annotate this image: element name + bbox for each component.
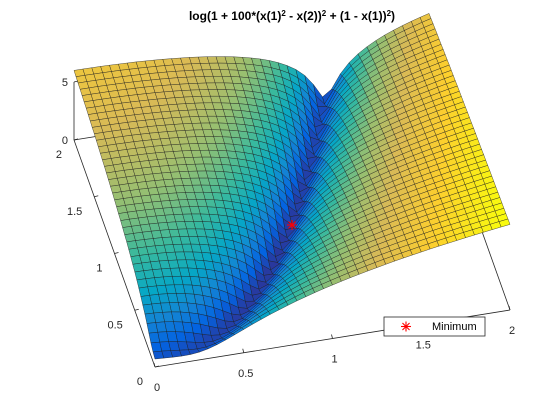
x2-tick-label: 2	[56, 149, 62, 161]
title-part-d: )	[391, 9, 395, 23]
x2-tick-mark	[114, 252, 119, 254]
asterisk-stroke	[402, 322, 410, 331]
x1-tick-label: 0.5	[238, 368, 253, 380]
z-tick-mark	[73, 138, 79, 141]
surface-patch	[498, 218, 511, 228]
legend-asterisk	[401, 321, 411, 332]
title-part-c: + (1 - x(1))	[326, 9, 386, 23]
legend: Minimum	[383, 316, 486, 337]
legend-asterisk-icon	[401, 321, 411, 332]
legend-entry-minimum: Minimum	[432, 321, 477, 333]
x1-tick-label: 1.5	[416, 339, 431, 351]
x1-tick-label: 1	[331, 354, 337, 366]
x2-tick-mark	[134, 308, 139, 311]
x1-tick-mark	[331, 334, 333, 339]
title-sup-3: 2	[387, 9, 392, 18]
x1-tick-mark	[153, 362, 156, 368]
x2-tick-label: 0.5	[107, 319, 122, 331]
x2-tick-mark	[94, 195, 99, 198]
chart-title: log(1 + 100*(x(1)2 - x(2))2 + (1 - x(1))…	[189, 9, 395, 24]
title-part-a: log(1 + 100*(x(1)	[189, 9, 281, 23]
z-tick-label: 0	[62, 135, 68, 147]
title-sup-2: 2	[322, 9, 327, 18]
x1-tick-mark	[242, 348, 245, 353]
title-sup-1: 2	[281, 9, 286, 18]
x1-tick-mark	[508, 305, 511, 311]
minimum-marker	[287, 220, 297, 230]
x2-tick-label: 0	[137, 376, 143, 388]
x1-tick-label: 0	[154, 382, 160, 394]
minimum-asterisk	[287, 220, 297, 230]
x2-tick-label: 1	[96, 263, 102, 275]
x2-tick-mark	[154, 365, 160, 368]
z-tick-mark	[73, 80, 79, 83]
z-tick-label: 5	[62, 77, 68, 89]
title-part-b: - x(2))	[286, 9, 322, 23]
asterisk-stroke	[288, 221, 296, 229]
surface-mesh	[73, 13, 511, 360]
x1-tick-label: 2	[509, 325, 515, 337]
legend-box	[383, 316, 486, 337]
x2-tick-label: 1.5	[67, 206, 82, 218]
